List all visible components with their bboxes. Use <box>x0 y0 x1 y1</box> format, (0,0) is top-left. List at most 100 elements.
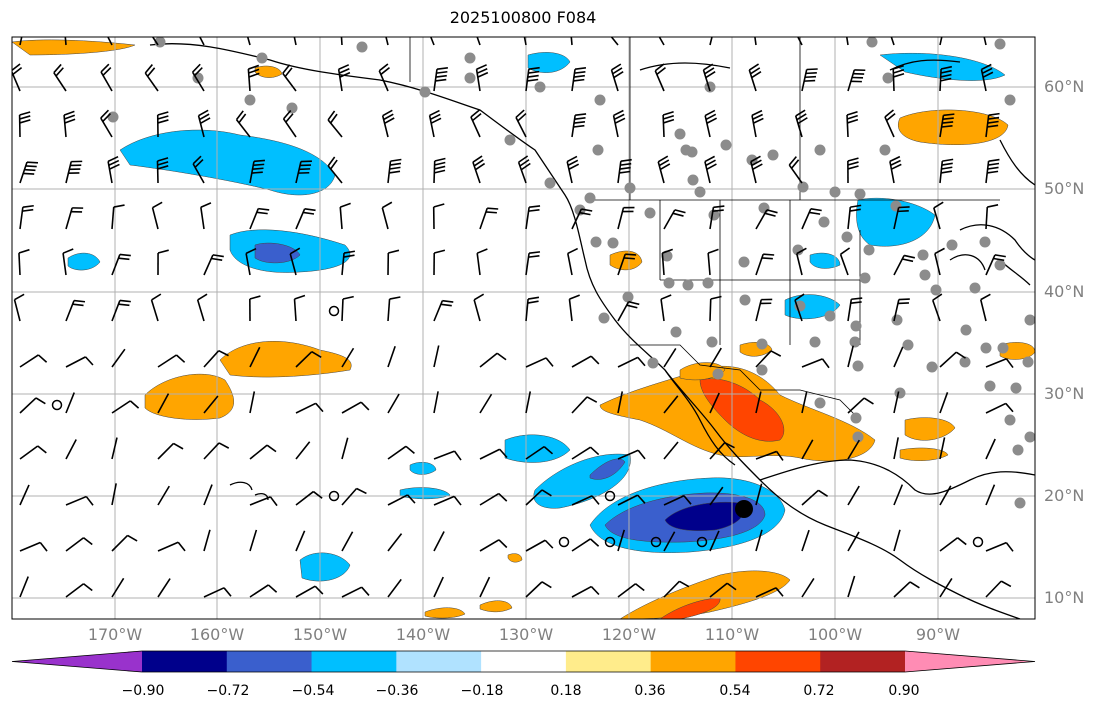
station-dot <box>738 256 750 268</box>
wind-barb <box>65 583 93 598</box>
wind-barb <box>203 442 230 460</box>
wind-barb <box>525 66 540 92</box>
wind-barb <box>985 484 996 506</box>
wind-barb <box>19 397 46 414</box>
wind-barb <box>249 295 261 322</box>
wind-barb <box>934 247 945 276</box>
station-dot <box>979 236 991 248</box>
wind-barb <box>846 110 859 138</box>
wind-barb <box>295 350 322 368</box>
wind-barb <box>654 63 666 92</box>
wind-barb <box>479 352 507 368</box>
wind-barb <box>525 489 552 506</box>
station-dot <box>356 41 368 53</box>
wind-barb <box>566 247 579 276</box>
wind-barb <box>709 530 720 552</box>
wind-barb <box>295 490 323 506</box>
wind-barb <box>387 445 415 460</box>
wind-barb <box>517 155 531 184</box>
wind-barb <box>433 495 462 506</box>
wind-barb <box>203 254 224 276</box>
coastlines <box>149 43 1035 619</box>
wind-barb <box>979 293 991 322</box>
colorbar-segment <box>650 651 736 672</box>
wind-barb <box>13 293 25 322</box>
colorbar-tick-label: −0.54 <box>291 683 335 699</box>
graticule <box>12 37 1035 619</box>
wind-barb <box>612 109 626 138</box>
plot-frame <box>11 36 1036 620</box>
wind-barb <box>63 110 76 138</box>
station-dot <box>930 284 942 296</box>
station-dot <box>682 279 694 291</box>
wind-barb <box>662 110 675 138</box>
station-dot <box>756 364 768 376</box>
station-dot <box>984 380 996 392</box>
wind-barb <box>65 439 77 460</box>
wind-barb <box>327 110 343 138</box>
wind-barb <box>985 158 1000 184</box>
wind-barb <box>617 494 646 506</box>
wind-barb <box>658 37 665 46</box>
station-dot <box>997 342 1009 354</box>
station-dot <box>758 202 770 214</box>
wind-barb <box>387 494 416 506</box>
wind-barb <box>755 450 784 461</box>
wind-barb <box>847 204 862 230</box>
wind-barb <box>18 248 30 276</box>
station-dot <box>1010 382 1022 394</box>
wind-barb <box>525 539 554 552</box>
wind-barb <box>748 63 762 92</box>
wind-barb <box>663 580 690 598</box>
wind-barb <box>663 495 692 506</box>
wind-barb <box>709 441 735 460</box>
wind-barb <box>801 358 830 369</box>
colorbar-tick-label: 0.72 <box>803 683 835 699</box>
wind-barb <box>64 37 67 46</box>
wind-barb <box>617 158 632 184</box>
wind-barb <box>663 531 676 552</box>
map-title: 2025100800 F084 <box>449 8 597 27</box>
calm-circle <box>328 490 340 502</box>
station-dot <box>647 357 659 369</box>
station-dot <box>464 52 476 64</box>
wind-barb <box>571 538 600 552</box>
wind-barb <box>65 160 83 184</box>
wind-barb <box>794 293 805 322</box>
wind-barb <box>433 576 444 598</box>
calm-circle <box>696 536 708 548</box>
wind-barb <box>150 293 162 322</box>
wind-barb <box>19 161 39 184</box>
station-dot <box>592 144 604 156</box>
wind-barb <box>203 395 219 414</box>
wind-barb <box>111 204 125 230</box>
wind-barb <box>702 63 716 92</box>
wind-barb <box>341 347 355 368</box>
lon-label-140w: 140°W <box>395 625 451 644</box>
wind-barb <box>479 207 499 230</box>
wind-barb <box>892 65 905 92</box>
wind-barb <box>249 391 256 414</box>
wind-barb <box>847 297 863 322</box>
station-dot <box>863 244 875 256</box>
wind-barb <box>295 207 316 230</box>
station-dot <box>814 144 826 156</box>
wind-barb <box>525 357 554 368</box>
wind-barb <box>704 155 717 184</box>
station-dot <box>917 249 929 261</box>
wind-barb <box>568 294 580 322</box>
wind-barb <box>433 157 446 184</box>
wind-barb <box>157 541 186 552</box>
wind-barb <box>249 496 278 507</box>
station-dot <box>746 154 758 166</box>
station-dot <box>687 174 699 186</box>
station-dot <box>902 339 914 351</box>
wind-barb <box>847 575 856 598</box>
wind-barb <box>19 354 48 368</box>
lon-label-110w: 110°W <box>704 625 760 644</box>
wind-barb <box>893 206 910 230</box>
wind-barb <box>893 529 901 552</box>
wind-barb <box>19 576 29 598</box>
wind-barb <box>801 208 822 230</box>
wind-barb <box>939 392 949 414</box>
